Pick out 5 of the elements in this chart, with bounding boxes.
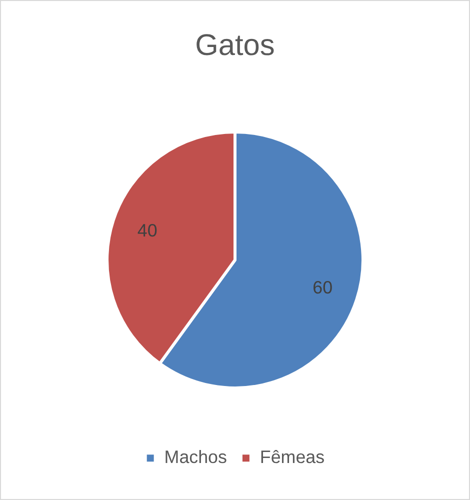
data-label: 60 [312, 277, 333, 298]
legend-label: Fêmeas [260, 447, 325, 468]
chart-title: Gatos [195, 29, 275, 62]
legend-label: Machos [164, 447, 228, 468]
data-label: 40 [137, 220, 158, 240]
